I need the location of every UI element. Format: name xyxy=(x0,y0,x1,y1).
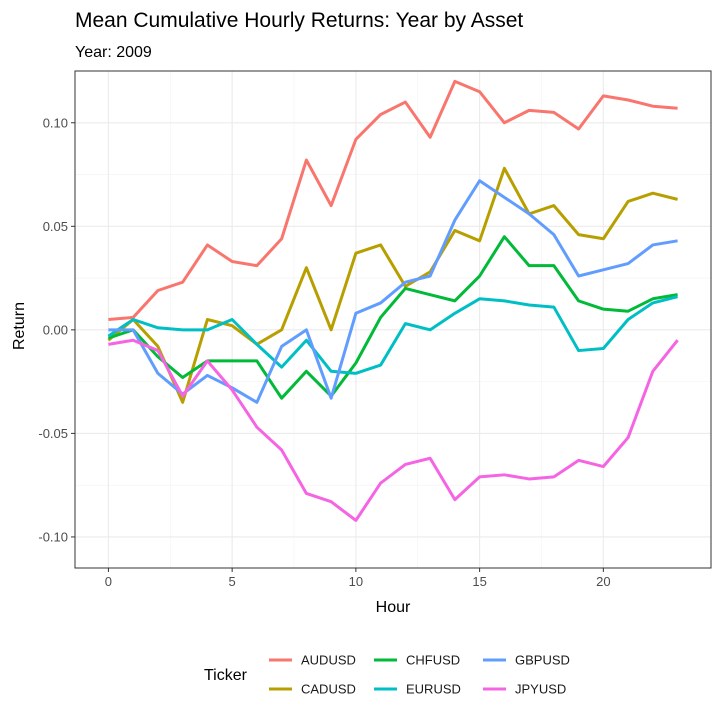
y-tick-label: -0.05 xyxy=(38,426,68,441)
legend-label-eurusd: EURUSD xyxy=(406,682,461,697)
plot-border xyxy=(74,70,712,569)
x-tick-label: 0 xyxy=(105,574,112,589)
legend-label-gbpusd: GBPUSD xyxy=(515,653,570,668)
x-tick-label: 5 xyxy=(229,574,236,589)
series-line-gbpusd xyxy=(108,179,678,404)
x-tick-label: 20 xyxy=(596,574,610,589)
y-tick-label: 0.05 xyxy=(43,219,68,234)
chart-subtitle: Year: 2009 xyxy=(75,44,152,61)
x-tick-label: 10 xyxy=(349,574,363,589)
y-tick-label: 0.10 xyxy=(43,115,68,130)
series-line-audusd xyxy=(108,79,678,321)
legend-label-cadusd: CADUSD xyxy=(301,682,356,697)
chart-title: Mean Cumulative Hourly Returns: Year by … xyxy=(75,9,523,32)
y-axis-title: Return xyxy=(11,302,28,350)
series-lines xyxy=(107,79,679,522)
series-line-cadusd xyxy=(107,166,678,404)
series-line-chfusd xyxy=(107,235,678,400)
axes: 0 5 10 15 20 -0.10 -0.05 0.00 0.05 0.10 xyxy=(38,115,610,589)
legend-label-chfusd: CHFUSD xyxy=(406,653,460,668)
legend-label-jpyusd: JPYUSD xyxy=(515,682,566,697)
legend-label-audusd: AUDUSD xyxy=(301,653,356,668)
x-axis-title: Hour xyxy=(376,599,411,616)
x-tick-label: 15 xyxy=(472,574,486,589)
series-line-eurusd xyxy=(107,295,678,375)
legend-title: Ticker xyxy=(204,667,248,684)
series-line-jpyusd xyxy=(108,338,679,522)
y-tick-label: 0.00 xyxy=(43,322,68,337)
legend: Ticker AUDUSD CADUSD CHFUSD EURUSD GBPUSD JPY… xyxy=(204,653,570,697)
plot-frame xyxy=(74,70,712,569)
y-tick-label: -0.10 xyxy=(38,529,68,544)
